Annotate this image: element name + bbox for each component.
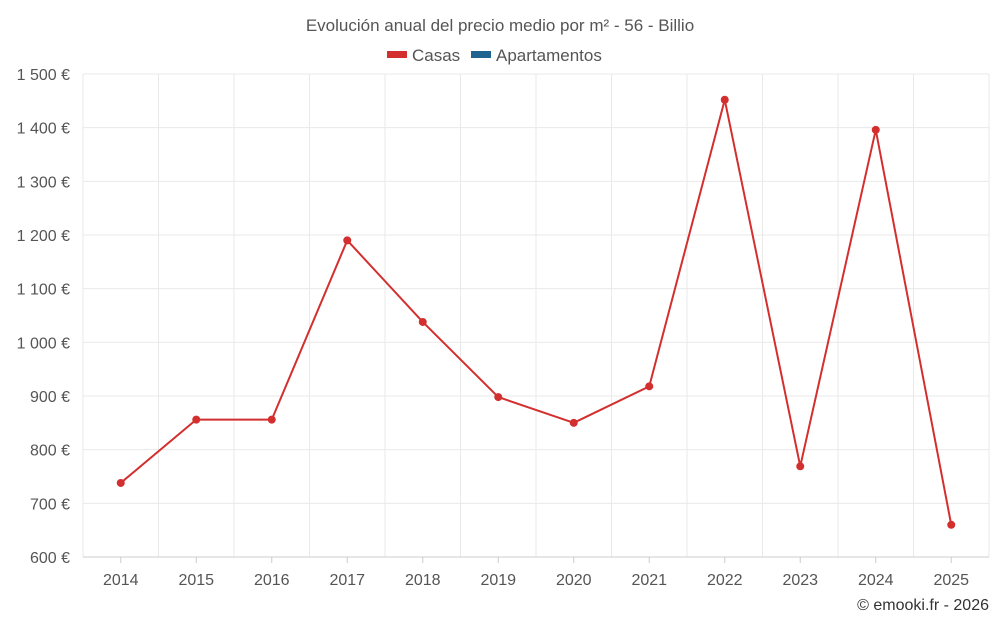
data-point-casas[interactable] xyxy=(871,125,880,134)
y-tick-label: 1 000 € xyxy=(17,335,70,352)
x-axis: 2014 2015 2016 2017 2018 2019 2020 2021 2022 2023… xyxy=(83,556,989,589)
grid xyxy=(82,73,990,557)
legend-swatch-casas xyxy=(387,51,407,58)
legend-item-apartamentos[interactable]: Apartamentos xyxy=(471,46,602,65)
chart-title: Evolución anual del precio medio por m² … xyxy=(306,16,694,35)
x-tick-label: 2019 xyxy=(480,572,516,589)
x-tick-label: 2023 xyxy=(782,572,818,589)
y-axis: 600 € 700 € 800 € 900 € 1 000 € 1 100 € 1 200 … xyxy=(17,67,70,567)
data-point-casas[interactable] xyxy=(645,382,654,391)
legend-label-apartamentos: Apartamentos xyxy=(496,46,602,65)
y-tick-label: 1 300 € xyxy=(17,174,70,191)
y-tick-label: 1 500 € xyxy=(17,67,70,84)
credit-text: © emooki.fr - 2026 xyxy=(857,597,989,614)
x-tick-label: 2014 xyxy=(103,572,139,589)
x-tick-label: 2018 xyxy=(405,572,441,589)
legend-label-casas: Casas xyxy=(412,46,460,65)
x-tick-label: 2020 xyxy=(556,572,592,589)
y-tick-label: 1 100 € xyxy=(17,282,70,299)
x-tick-label: 2015 xyxy=(178,572,214,589)
data-point-casas[interactable] xyxy=(947,520,956,529)
series-layer xyxy=(116,95,956,529)
data-point-casas[interactable] xyxy=(494,393,503,402)
x-tick-label: 2024 xyxy=(858,572,894,589)
data-point-casas[interactable] xyxy=(796,462,805,471)
x-tick-label: 2021 xyxy=(631,572,667,589)
legend-item-casas[interactable]: Casas xyxy=(387,46,460,65)
data-point-casas[interactable] xyxy=(116,478,125,487)
legend: Casas Apartamentos xyxy=(387,46,602,65)
data-point-casas[interactable] xyxy=(418,317,427,326)
data-point-casas[interactable] xyxy=(569,418,578,427)
y-tick-label: 600 € xyxy=(30,550,70,567)
y-tick-label: 700 € xyxy=(30,496,70,513)
x-tick-label: 2025 xyxy=(933,572,969,589)
y-tick-label: 900 € xyxy=(30,389,70,406)
x-tick-label: 2016 xyxy=(254,572,290,589)
data-point-casas[interactable] xyxy=(192,415,201,424)
series-line-casas xyxy=(120,98,953,525)
y-tick-label: 800 € xyxy=(30,443,70,460)
x-tick-label: 2022 xyxy=(707,572,743,589)
y-tick-label: 1 400 € xyxy=(17,121,70,138)
data-point-casas[interactable] xyxy=(343,236,352,245)
data-point-casas[interactable] xyxy=(267,415,276,424)
x-tick-label: 2017 xyxy=(329,572,365,589)
legend-swatch-apartamentos xyxy=(471,51,491,58)
data-point-casas[interactable] xyxy=(720,95,729,104)
y-tick-label: 1 200 € xyxy=(17,228,70,245)
